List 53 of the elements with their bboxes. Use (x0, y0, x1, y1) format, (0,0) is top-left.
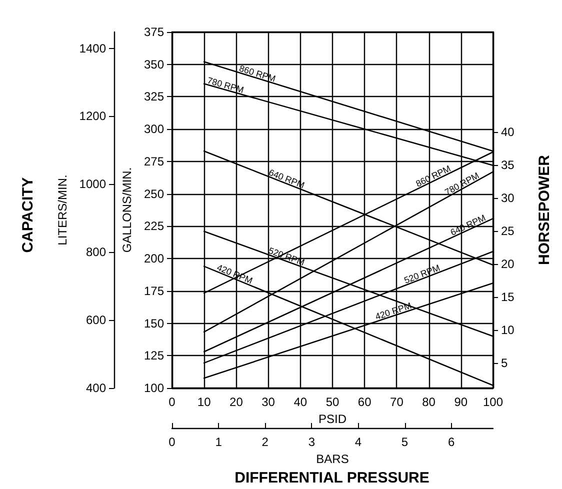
y-tick-label: 175 (144, 284, 164, 298)
y3-tick-label: 1400 (79, 41, 106, 56)
x-tick-label: 50 (326, 395, 340, 409)
y2-tick-label: 10 (501, 322, 515, 337)
y-tick-label: 200 (144, 252, 164, 266)
y2-tick-label: 15 (501, 290, 515, 304)
y2-axis-title: HORSEPOWER (536, 154, 553, 266)
x-tick-label: 40 (294, 395, 308, 409)
y-tick-label: 300 (144, 122, 164, 136)
y3-tick-label: 800 (86, 245, 106, 260)
x2-axis-title: BARS (316, 452, 349, 466)
y3-tick-label: 400 (86, 381, 106, 395)
y-tick-label: 325 (144, 90, 164, 104)
x2-tick-label: 6 (448, 435, 455, 449)
x-tick-label: 60 (358, 395, 372, 409)
text: 640 RPM (267, 167, 306, 190)
x2-tick-label: 2 (262, 435, 269, 449)
y2-tick-label: 5 (501, 356, 508, 370)
x-tick-label: 90 (454, 395, 468, 409)
text: CAPACITY (20, 177, 36, 253)
y-tick-label: 350 (144, 57, 164, 72)
y3-tick-label: 1200 (79, 109, 106, 124)
x2-tick-label: 3 (308, 435, 316, 449)
x2-tick-label: 1 (215, 435, 222, 449)
x2-tick-label: 5 (401, 435, 408, 449)
x-tick-label: 100 (482, 395, 504, 409)
x2-tick-label: 4 (354, 435, 362, 449)
y-tick-label: 225 (144, 219, 164, 234)
x-tick-label: 30 (262, 395, 276, 409)
x-tick-label: 70 (390, 395, 404, 409)
x-tick-label: 0 (168, 395, 176, 409)
x-tick-label: 10 (197, 395, 212, 409)
y3-tick-label: 1000 (79, 177, 106, 192)
x2-tick-label: 0 (168, 435, 176, 449)
x-axis-title: PSID (318, 412, 347, 426)
text: 520 RPM (402, 262, 442, 286)
y2-tick-label: 40 (501, 125, 515, 140)
y2-tick-label: 30 (501, 191, 515, 206)
text: DIFFERENTIAL PRESSURE (234, 470, 430, 486)
y2-tick-label: 35 (501, 158, 515, 172)
y-axis-title: GALLONS/MIN. (120, 167, 134, 253)
y-tick-label: 150 (144, 316, 164, 330)
y3-axis-title: LITERS/MIN. (55, 174, 70, 246)
y-tick-label: 125 (144, 348, 164, 363)
y2-tick-label: 25 (501, 224, 515, 238)
y2-tick-label: 20 (501, 257, 515, 272)
x-tick-label: 20 (230, 395, 244, 409)
y-tick-label: 100 (144, 381, 164, 395)
y-tick-label: 250 (144, 186, 164, 201)
y-tick-label: 375 (144, 25, 164, 39)
y-tick-label: 275 (144, 154, 164, 168)
y3-tick-label: 600 (86, 313, 106, 328)
x-tick-label: 80 (422, 395, 436, 409)
